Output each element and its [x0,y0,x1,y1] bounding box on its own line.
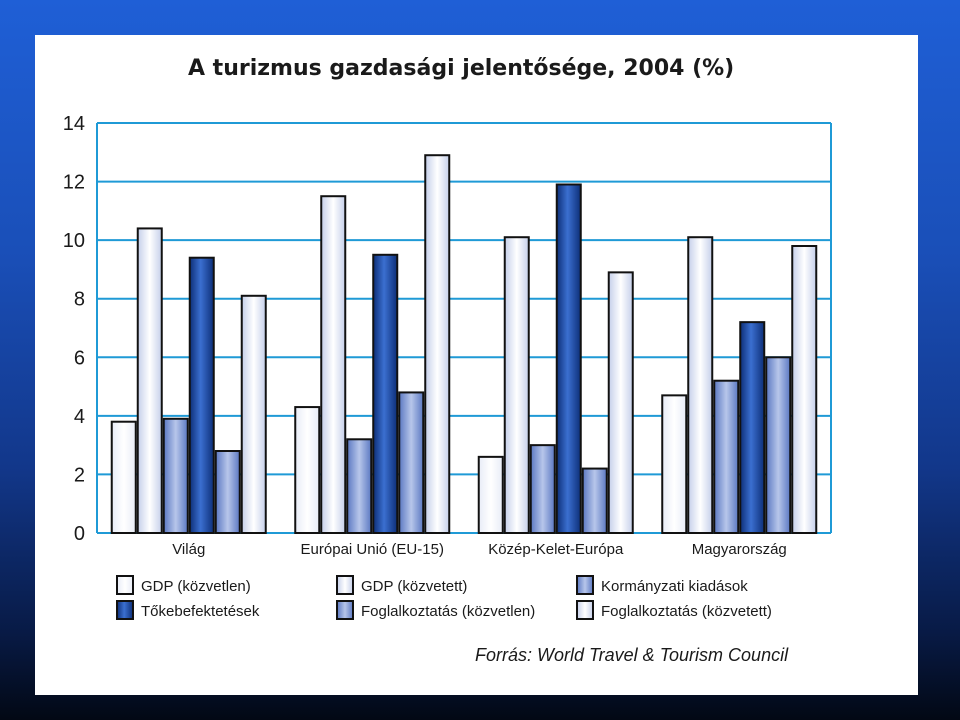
bar [188,256,215,534]
bar [477,455,504,535]
bar [372,253,399,535]
legend-swatch [336,600,354,620]
y-tick-label: 8 [74,289,85,311]
chart: A turizmus gazdasági jelentősége, 2004 (… [63,56,832,665]
bar [503,236,530,534]
y-tick-label: 14 [63,113,85,135]
bar [136,227,163,535]
x-axis-categories: Világ Európai Unió (EU-15) Közép-Kelet-Eur… [172,541,787,558]
legend-label: Kormányzati kiadások [601,578,748,595]
y-tick-label: 2 [74,464,85,486]
bar [240,294,267,534]
category-label: Magyarország [692,541,787,558]
legend-swatch [116,575,134,595]
bar [607,271,634,534]
y-tick-label: 6 [74,347,85,369]
y-tick-label: 4 [74,406,85,428]
legend-swatch [576,600,594,620]
bars [110,154,818,535]
bar [581,467,608,535]
legend-label: Foglalkoztatás (közvetett) [601,603,772,620]
legend-label: GDP (közvetlen) [141,578,251,595]
legend-label: Tőkebefektetések [141,603,260,620]
legend-label: GDP (közvetett) [361,578,467,595]
category-label: Európai Unió (EU-15) [301,541,444,558]
bar [791,245,818,534]
bar [320,195,347,534]
bar [661,394,688,534]
y-tick-label: 12 [63,172,85,194]
chart-slide: A turizmus gazdasági jelentősége, 2004 (… [35,35,918,695]
source-note: Forrás: World Travel & Tourism Council [475,645,789,665]
bar [529,444,556,534]
bar [687,236,714,534]
bar [713,379,740,535]
bar [346,438,373,534]
category-label: Világ [172,541,205,558]
bar [739,321,766,534]
category-label: Közép-Kelet-Európa [488,541,624,558]
legend-label: Foglalkoztatás (közvetlen) [361,603,535,620]
legend-swatch [116,600,134,620]
y-tick-label: 10 [63,230,85,252]
bar [765,356,792,534]
bar [294,406,321,535]
bar [555,183,582,534]
bar [110,420,137,535]
bar [214,450,241,534]
bar [398,391,425,534]
legend-swatch [336,575,354,595]
bar [162,417,189,534]
legend: GDP (közvetlen) GDP (közvetett) Kormányzat… [116,575,772,620]
y-axis-ticks: 0 2 4 6 8 10 12 14 [63,113,85,545]
y-tick-label: 0 [74,523,85,545]
chart-title: A turizmus gazdasági jelentősége, 2004 (… [188,56,734,81]
bar [424,154,451,534]
legend-swatch [576,575,594,595]
